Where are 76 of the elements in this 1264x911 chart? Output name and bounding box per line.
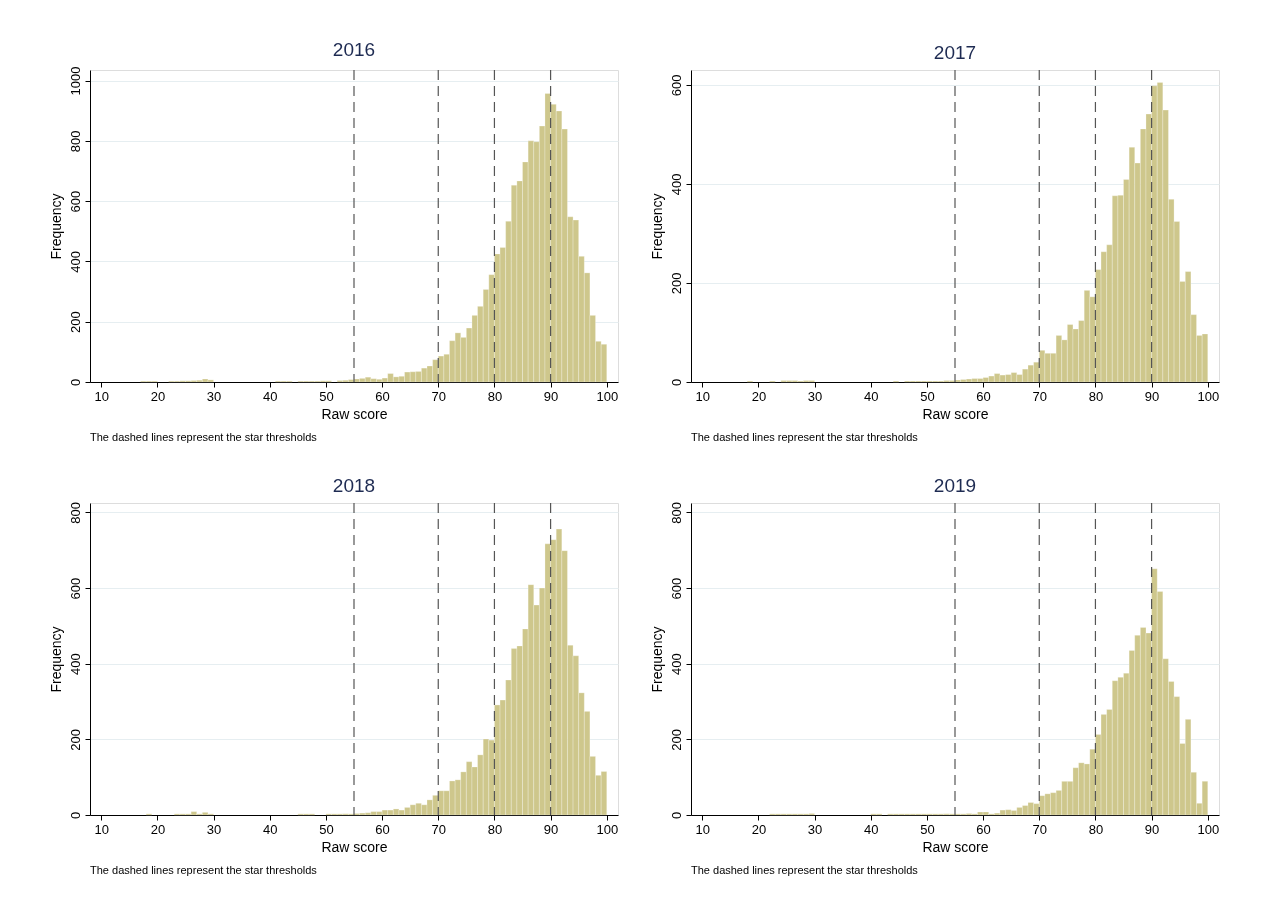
y-tick-label: 800: [67, 502, 83, 524]
y-tick-label: 200: [668, 729, 684, 751]
x-tick-label: 60: [375, 821, 390, 837]
x-tick-label: 100: [1197, 821, 1220, 837]
x-tick-label: 90: [543, 821, 559, 837]
x-tick-label: 20: [751, 388, 767, 404]
y-tick-label: 0: [668, 378, 684, 387]
x-tick-label: 10: [695, 821, 710, 837]
chart-title: 2019: [933, 474, 977, 496]
y-axis-title: Frequency: [648, 193, 665, 260]
x-tick-label: 30: [807, 821, 823, 837]
chart-title: 2017: [933, 42, 977, 64]
x-tick-label: 90: [543, 388, 559, 404]
x-tick-label: 30: [206, 388, 222, 404]
x-axis-title: Raw score: [922, 405, 989, 422]
y-tick-label: 0: [668, 811, 684, 820]
y-tick-label: 200: [668, 272, 684, 295]
y-tick-label: 1000: [67, 66, 83, 96]
x-tick-label: 10: [94, 388, 109, 404]
y-tick-label: 800: [668, 502, 684, 524]
x-tick-label: 60: [375, 388, 390, 404]
y-tick-label: 400: [668, 653, 684, 676]
x-tick-label: 100: [1197, 388, 1220, 404]
text: The dashed lines represent the star thresholds: [90, 431, 318, 443]
x-tick-label: 80: [487, 388, 503, 404]
x-tick-label: 80: [1088, 821, 1104, 837]
y-tick-label: 200: [67, 311, 83, 334]
x-tick-label: 40: [864, 821, 879, 837]
x-tick-label: 100: [596, 388, 619, 404]
text: The dashed lines represent the star thresholds: [691, 864, 919, 876]
chart-title: 2018: [332, 474, 376, 496]
y-tick-label: 200: [67, 729, 83, 751]
x-tick-label: 10: [695, 388, 710, 404]
y-axis-title: Frequency: [47, 626, 64, 693]
x-tick-label: 80: [487, 821, 503, 837]
y-tick-label: 0: [67, 378, 83, 387]
x-tick-label: 50: [920, 821, 935, 837]
x-axis-title: Raw score: [922, 838, 989, 855]
x-tick-label: 40: [864, 388, 879, 404]
x-tick-label: 40: [263, 388, 278, 404]
x-tick-label: 30: [807, 388, 823, 404]
x-axis-title: Raw score: [321, 405, 388, 422]
x-tick-label: 50: [920, 388, 935, 404]
x-tick-label: 50: [319, 388, 334, 404]
y-axis-title: Frequency: [47, 193, 64, 260]
x-tick-label: 20: [150, 388, 166, 404]
x-tick-label: 80: [1088, 388, 1104, 404]
y-tick-label: 400: [668, 173, 684, 196]
x-tick-label: 90: [1144, 821, 1160, 837]
x-tick-label: 50: [319, 821, 334, 837]
x-tick-label: 60: [976, 388, 991, 404]
y-tick-label: 400: [67, 251, 83, 273]
x-tick-label: 70: [431, 821, 446, 837]
x-tick-label: 20: [751, 821, 767, 837]
x-tick-label: 90: [1144, 388, 1160, 404]
text: The dashed lines represent the star thresholds: [691, 431, 919, 443]
y-tick-label: 600: [668, 74, 684, 97]
x-tick-label: 70: [1032, 388, 1047, 404]
y-tick-label: 600: [67, 190, 83, 213]
x-tick-label: 70: [431, 388, 446, 404]
y-axis-title: Frequency: [648, 626, 665, 693]
y-tick-label: 600: [67, 577, 83, 600]
x-tick-label: 70: [1032, 821, 1047, 837]
text: The dashed lines represent the star thresholds: [90, 864, 318, 876]
x-axis-title: Raw score: [321, 838, 388, 855]
x-tick-label: 60: [976, 821, 991, 837]
y-tick-label: 400: [67, 653, 83, 676]
x-tick-label: 10: [94, 821, 109, 837]
x-tick-label: 30: [206, 821, 222, 837]
y-tick-label: 600: [668, 577, 684, 600]
chart-title: 2016: [332, 39, 376, 61]
y-tick-label: 0: [67, 811, 83, 820]
x-tick-label: 40: [263, 821, 278, 837]
x-tick-label: 20: [150, 821, 166, 837]
y-tick-label: 800: [67, 130, 83, 153]
x-tick-label: 100: [596, 821, 619, 837]
